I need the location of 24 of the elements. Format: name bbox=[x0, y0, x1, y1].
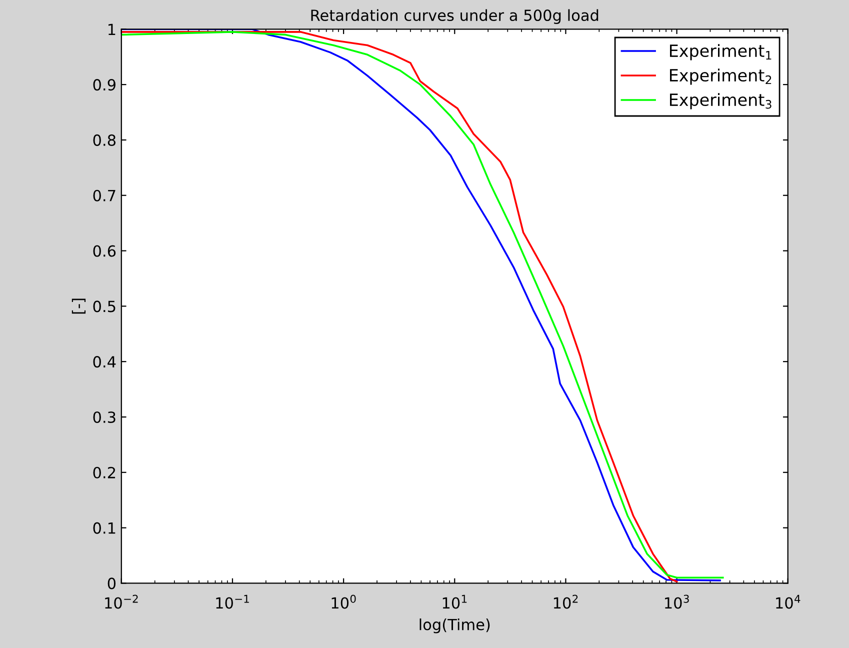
y-tick-label: 0.5 bbox=[93, 300, 116, 312]
y-tick-label: 0.7 bbox=[93, 190, 116, 202]
y-axis-title: [-] bbox=[72, 298, 86, 314]
legend-label: Experiment$_{2}$ bbox=[670, 68, 772, 85]
y-tick-label: 1 bbox=[108, 24, 116, 35]
x-tick-label: 10$^{1}$ bbox=[442, 594, 467, 609]
x-axis-title: log(Time) bbox=[420, 618, 490, 634]
x-tick-label: 10$^{−2}$ bbox=[105, 594, 138, 609]
y-tick-label: 0 bbox=[108, 578, 116, 590]
y-tick-label: 0.1 bbox=[93, 522, 116, 534]
y-tick-label: 0.2 bbox=[93, 466, 116, 478]
y-tick-label: 0.3 bbox=[93, 411, 116, 424]
y-tick-label: 0.6 bbox=[93, 245, 116, 257]
y-tick-label: 0.8 bbox=[93, 134, 116, 146]
x-tick-label: 10$^{4}$ bbox=[776, 594, 800, 609]
legend-label: Experiment$_{3}$ bbox=[670, 93, 772, 110]
y-tick-label: 0.4 bbox=[93, 356, 116, 368]
legend-label: Experiment$_{1}$ bbox=[670, 44, 772, 60]
x-tick-label: 10$^{2}$ bbox=[554, 594, 578, 609]
x-tick-label: 10$^{3}$ bbox=[665, 594, 689, 609]
x-tick-label: 10$^{0}$ bbox=[332, 594, 356, 609]
x-tick-label: 10$^{−1}$ bbox=[216, 594, 249, 609]
chart-title: Retardation curves under a 500g load bbox=[311, 9, 598, 24]
y-tick-label: 0.9 bbox=[93, 79, 116, 91]
